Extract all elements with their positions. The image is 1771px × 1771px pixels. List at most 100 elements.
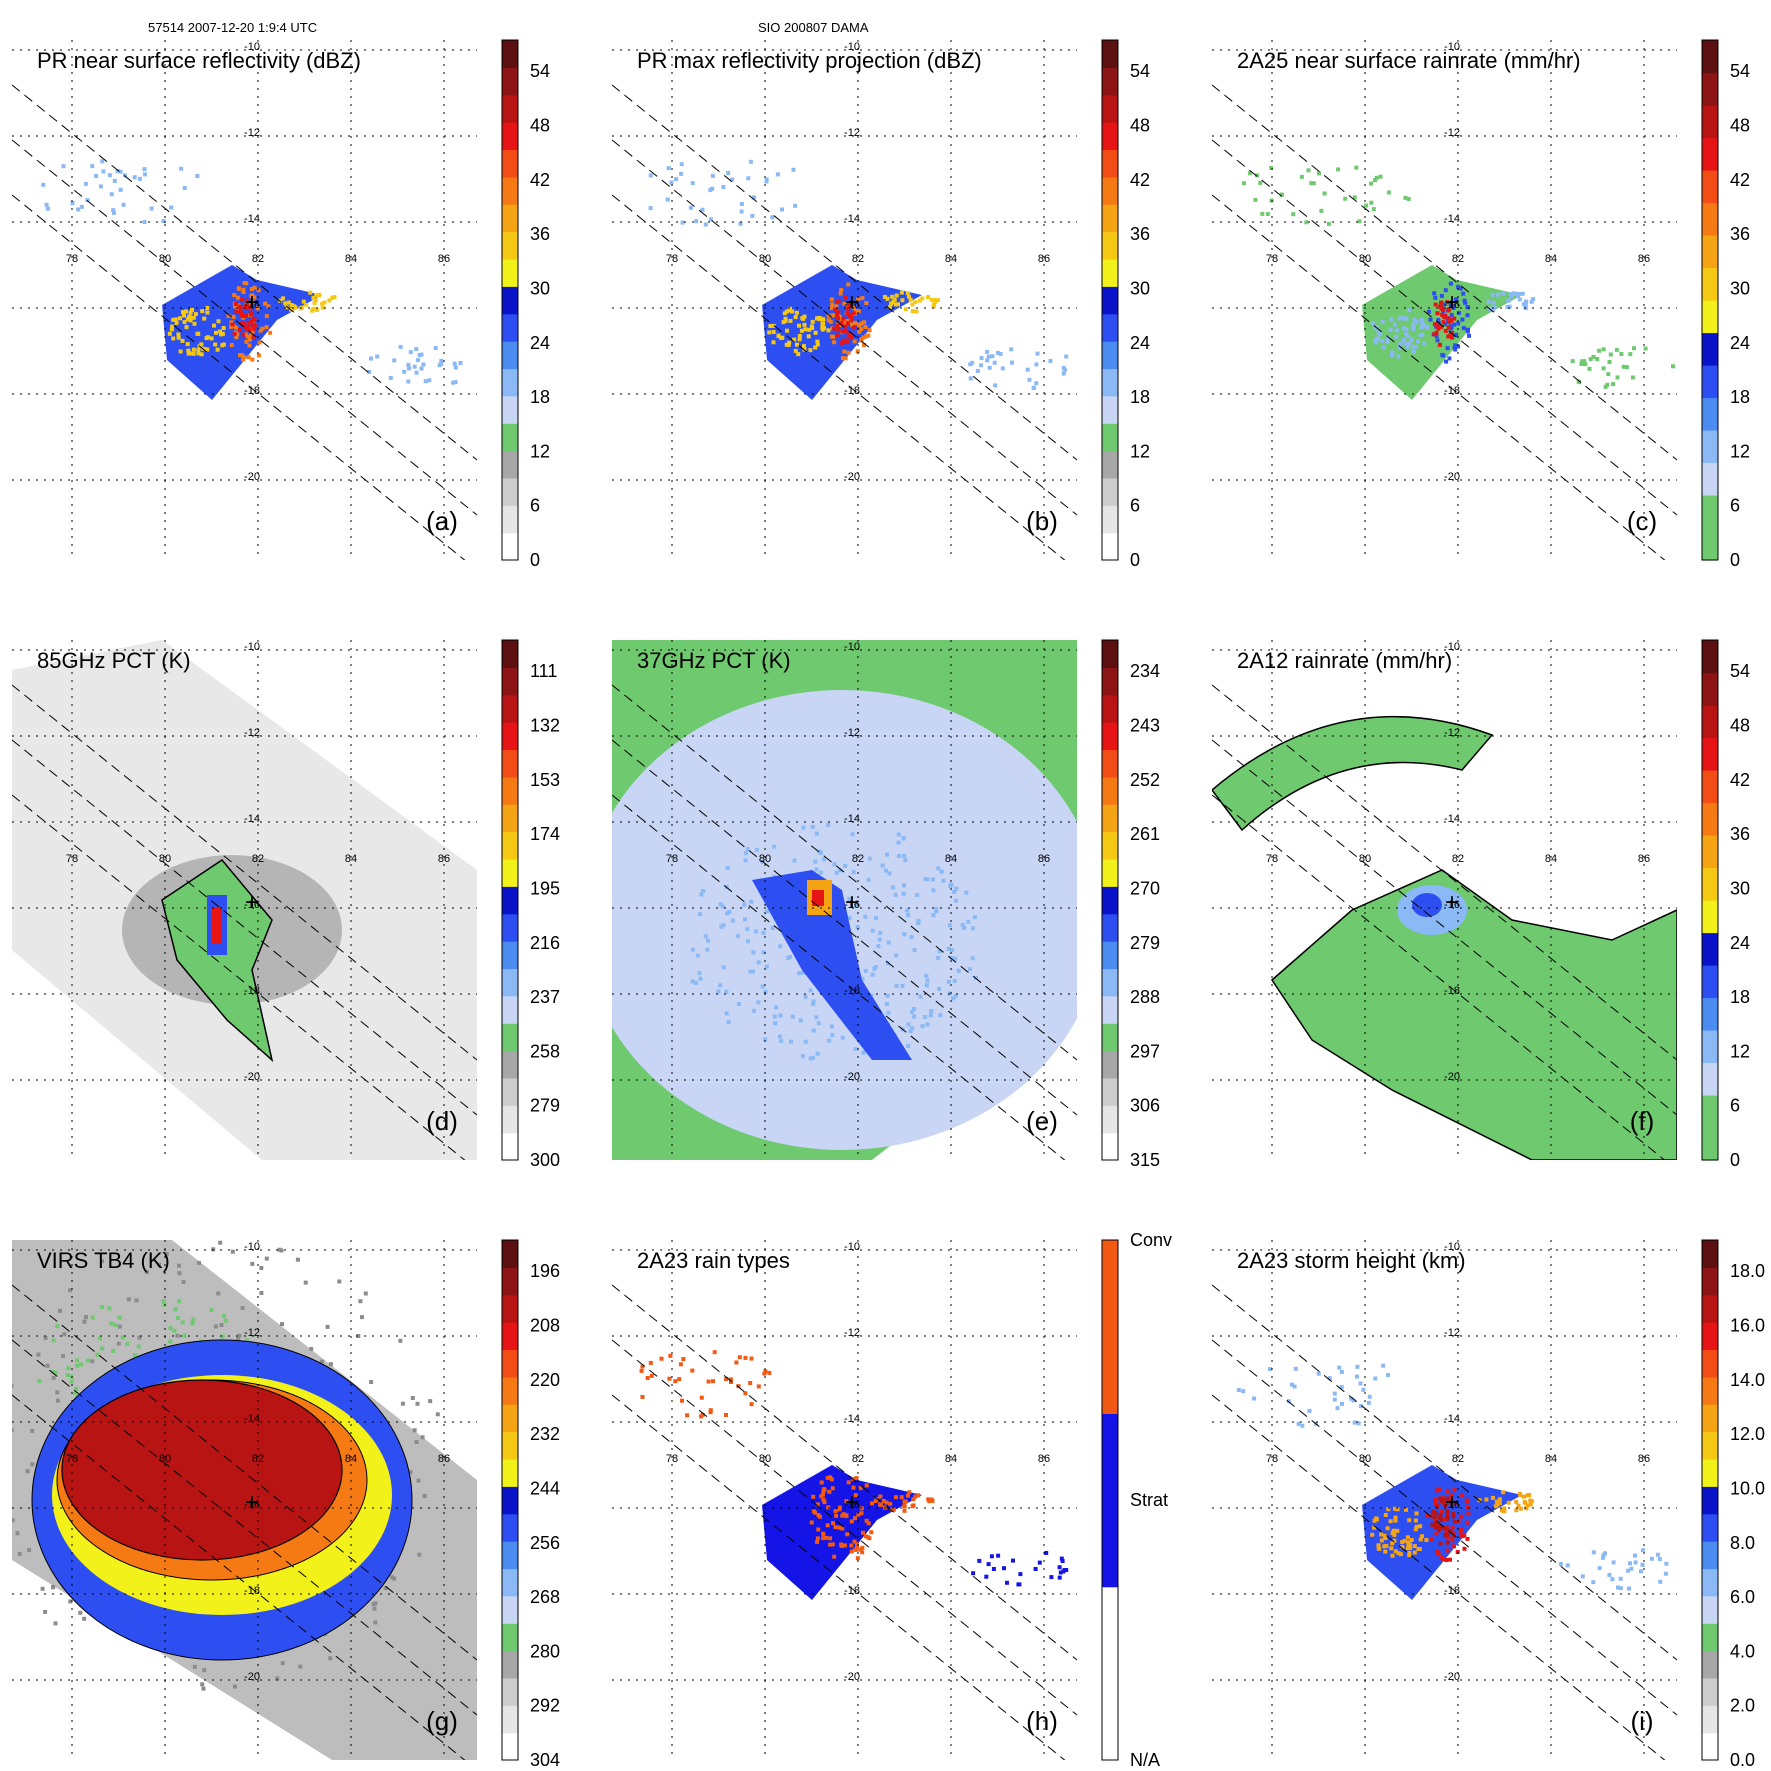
colorbar-label: 12.0 — [1730, 1424, 1765, 1444]
lon-tick-84: 84 — [345, 1453, 357, 1465]
lat-tick-m12: -12 — [244, 727, 260, 739]
lat-tick-m20: -20 — [844, 1671, 860, 1683]
lon-tick-88: 88 — [1131, 253, 1143, 265]
colorbar-label: 24 — [1130, 333, 1150, 353]
lat-tick-m16: -16 — [1444, 299, 1460, 311]
colorbar-label: 315 — [1130, 1150, 1160, 1170]
colorbar-segment — [502, 40, 518, 68]
colorbar-label: 42 — [1130, 170, 1150, 190]
colorbar-segment — [1702, 1486, 1718, 1515]
colorbar-segment — [1702, 365, 1718, 399]
colorbar-segment — [1702, 1322, 1718, 1351]
colorbar-segment — [1102, 477, 1118, 506]
colorbar-label: 2.0 — [1730, 1696, 1755, 1716]
colorbar-label: 237 — [530, 987, 560, 1007]
panel-letter: (f) — [1630, 1106, 1655, 1136]
colorbar-label: 244 — [530, 1478, 560, 1498]
colorbar-segment — [1702, 1376, 1718, 1405]
lat-tick-m10: -10 — [844, 1241, 860, 1253]
colorbar-segment — [1102, 40, 1118, 68]
colorbar-segment — [1102, 722, 1118, 751]
colorbar-segment — [502, 694, 518, 723]
colorbar-segment — [502, 667, 518, 696]
colorbar-segment — [1702, 1458, 1718, 1487]
colorbar-segment — [1702, 705, 1718, 739]
lon-tick-88: 88 — [1731, 253, 1743, 265]
colorbar-segment — [1102, 341, 1118, 370]
lat-tick-m18: -18 — [844, 985, 860, 997]
colorbar-label: 18 — [1730, 387, 1750, 407]
panel-h-map: 78 80 82 84 86 88 -10 -12 -14 -16 -18 -20 + — [612, 1240, 1077, 1760]
colorbar-label: 30 — [1730, 278, 1750, 298]
colorbar-label: 280 — [530, 1641, 560, 1661]
lon-tick-82: 82 — [852, 253, 864, 265]
colorbar-segment — [1102, 313, 1118, 342]
colorbar-label: 30 — [1130, 278, 1150, 298]
panel-c: 78 80 82 84 86 88 -10 -12 -14 -16 -18 -20 +2A25 near… — [1212, 39, 1750, 570]
colorbar-segment — [1102, 532, 1118, 561]
colorbar-segment — [1702, 1677, 1718, 1706]
lat-tick-m14: -14 — [244, 213, 260, 225]
lon-tick-78: 78 — [66, 253, 78, 265]
colorbar-segment — [1702, 397, 1718, 431]
colorbar-segment — [1102, 450, 1118, 479]
colorbar-segment — [1702, 495, 1718, 529]
colorbar-segment — [1702, 1513, 1718, 1542]
colorbar-label: 36 — [530, 224, 550, 244]
colorbar-label: 10.0 — [1730, 1478, 1765, 1498]
colorbar-label: 132 — [530, 716, 560, 736]
colorbar-segment — [1702, 105, 1718, 139]
lon-tick-84: 84 — [945, 1453, 957, 1465]
lat-tick-m20: -20 — [244, 1671, 260, 1683]
colorbar-label: 36 — [1730, 824, 1750, 844]
colorbar-segment — [1702, 1294, 1718, 1323]
lat-tick-m12: -12 — [844, 1327, 860, 1339]
colorbar-segment — [502, 477, 518, 506]
header-left: 57514 2007-12-20 1:9:4 UTC — [148, 20, 318, 35]
colorbar-label: 8.0 — [1730, 1533, 1755, 1553]
colorbar-segment — [502, 1132, 518, 1161]
lon-tick-78: 78 — [666, 853, 678, 865]
colorbar-label: 270 — [1130, 878, 1160, 898]
lon-tick-80: 80 — [1359, 1453, 1371, 1465]
colorbar-segment — [502, 776, 518, 805]
lon-tick-86: 86 — [1638, 253, 1650, 265]
colorbar-label: 195 — [530, 878, 560, 898]
lon-tick-78: 78 — [1266, 253, 1278, 265]
colorbar-segment — [1102, 858, 1118, 887]
colorbar-segment — [502, 204, 518, 233]
colorbar-segment — [502, 995, 518, 1024]
panel-letter: (c) — [1627, 506, 1657, 536]
colorbar-segment — [502, 1267, 518, 1296]
colorbar-frame — [1101, 1239, 1119, 1761]
colorbar-label: 18 — [1130, 387, 1150, 407]
colorbar-frame — [1701, 39, 1719, 561]
lon-tick-78: 78 — [66, 853, 78, 865]
colorbar-label: 4.0 — [1730, 1641, 1755, 1661]
colorbar-label: 258 — [530, 1041, 560, 1061]
lat-tick-m14: -14 — [1444, 1413, 1460, 1425]
colorbar-segment — [502, 1105, 518, 1134]
colorbar-e: 315 306 297 288 279 270 261 252 243 234 — [1101, 639, 1160, 1170]
panel-letter: (d) — [426, 1106, 458, 1136]
lon-tick-84: 84 — [1545, 853, 1557, 865]
panel-title: PR near surface reflectivity (dBZ) — [37, 48, 361, 73]
lat-tick-m18: -18 — [244, 985, 260, 997]
cdo — [61, 1379, 343, 1561]
lat-tick-m14: -14 — [244, 813, 260, 825]
panel-i: 78 80 82 84 86 88 -10 -12 -14 -16 -18 -20 +2A23 stor… — [1212, 1239, 1765, 1770]
colorbar-segment — [1102, 395, 1118, 424]
lon-tick-84: 84 — [345, 253, 357, 265]
colorbar-label: 54 — [1730, 661, 1750, 681]
colorbar-segment — [1102, 1077, 1118, 1106]
colorbar-label: 6 — [1730, 1096, 1740, 1116]
lat-tick-m18: -18 — [844, 1585, 860, 1597]
colorbar-segment — [1702, 1404, 1718, 1433]
colorbar-segment — [502, 122, 518, 151]
lat-tick-m14: -14 — [844, 1413, 860, 1425]
lon-tick-86: 86 — [1038, 253, 1050, 265]
colorbar-segment — [1702, 170, 1718, 204]
colorbar-segment — [502, 258, 518, 287]
panel-letter: (i) — [1630, 1706, 1653, 1736]
